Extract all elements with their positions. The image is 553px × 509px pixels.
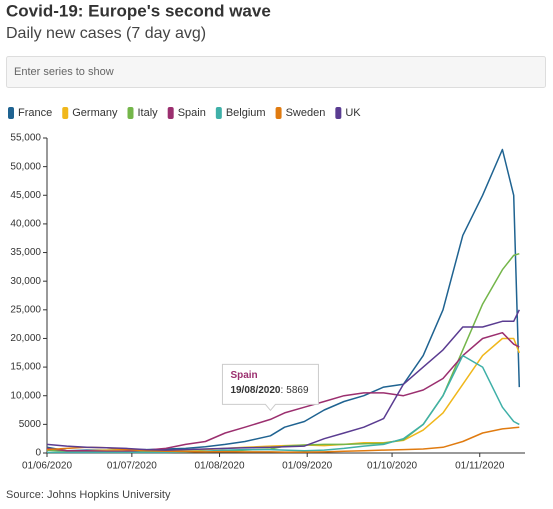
tooltip-sep: : — [281, 385, 284, 396]
tooltip-date: 19/08/2020 — [230, 385, 280, 396]
legend-swatch[interactable] — [127, 107, 134, 119]
y-tick-label: 15,000 — [10, 362, 41, 373]
y-tick-label: 10,000 — [10, 390, 41, 401]
y-tick-label: 0 — [35, 448, 41, 459]
legend-label[interactable]: Italy — [138, 107, 159, 119]
y-tick-label: 45,000 — [10, 190, 41, 201]
legend-swatch[interactable] — [62, 107, 69, 119]
line-spain — [46, 331, 520, 453]
search-box[interactable] — [6, 56, 546, 88]
x-tick-label: 01/10/2020 — [367, 461, 417, 472]
legend-swatch[interactable] — [8, 107, 14, 119]
x-tick-label: 01/07/2020 — [107, 461, 157, 472]
legend-swatch[interactable] — [167, 107, 174, 119]
legend-label[interactable]: Spain — [178, 107, 206, 119]
tooltip-box — [221, 363, 319, 412]
search-placeholder: Enter series to show — [14, 66, 114, 78]
y-tick-label: 40,000 — [10, 219, 41, 230]
legend-swatch[interactable] — [335, 107, 342, 119]
y-tick-label: 25,000 — [10, 304, 41, 315]
plot: Spain 19/08/2020:5869 — [46, 148, 521, 454]
line-italy — [46, 252, 520, 453]
line-belgium — [47, 354, 520, 454]
source: Source: Johns Hopkins University — [6, 489, 171, 501]
x-tick-label: 01/08/2020 — [195, 461, 245, 472]
y-tick-label: 50,000 — [10, 161, 41, 172]
legend-label[interactable]: France — [18, 107, 52, 119]
chart-subtitle: Daily new cases (7 day avg) — [6, 25, 206, 42]
legend-swatch[interactable] — [215, 107, 222, 119]
y-tick-label: 55,000 — [10, 133, 41, 144]
legend-label[interactable]: Sweden — [286, 107, 326, 119]
tooltip-name: Spain — [230, 370, 257, 381]
legend-label[interactable]: UK — [345, 107, 361, 119]
x-tick-label: 01/09/2020 — [282, 461, 332, 472]
y-tick-label: 5000 — [19, 419, 42, 430]
legend: France Germany Italy Spain Belgium Sweden UK — [8, 107, 361, 119]
tooltip-value: 5869 — [286, 385, 309, 396]
y-tick-label: 30,000 — [10, 276, 41, 287]
chart-title: Covid-19: Europe's second wave — [6, 1, 271, 20]
line-sweden — [46, 426, 520, 453]
y-tick-label: 35,000 — [10, 247, 41, 258]
x-tick-label: 01/11/2020 — [455, 461, 505, 472]
legend-label[interactable]: Belgium — [226, 107, 266, 119]
line-uk — [46, 309, 520, 451]
legend-label[interactable]: Germany — [72, 107, 118, 119]
y-tick-label: 20,000 — [10, 333, 41, 344]
legend-swatch[interactable] — [275, 107, 282, 119]
x-tick-label: 01/06/2020 — [22, 461, 72, 472]
